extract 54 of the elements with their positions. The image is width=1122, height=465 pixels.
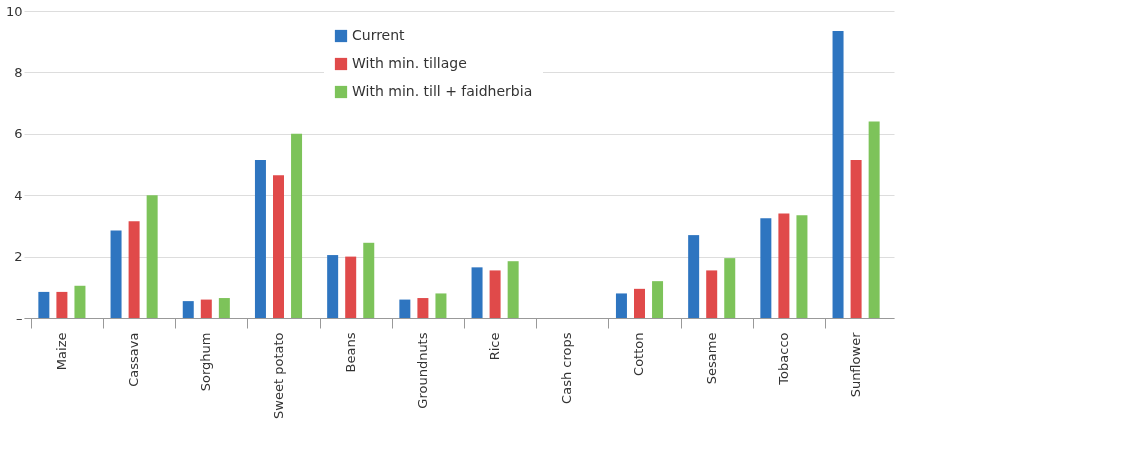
y-tick-label: 4 [14,187,23,203]
x-tick-label: Rice [487,332,503,361]
bar [417,298,429,318]
bar [868,121,880,318]
bar [796,215,808,318]
bar [110,230,122,318]
bar [634,288,645,318]
x-tick-label: Sunflower [848,331,864,398]
x-tick-label: Beans [342,332,358,373]
x-tick-label: Cotton [631,332,647,376]
bar [652,281,664,318]
bar [254,159,266,318]
x-tick-label: Sweet potato [270,332,286,419]
bar [507,261,519,318]
bar [850,159,862,318]
y-tick-label: 6 [14,126,23,142]
bar [56,291,68,318]
x-tick-label: Cash crops [559,332,575,404]
bar [688,235,700,318]
bar [724,258,736,318]
legend-label: With min. tillage [352,55,467,71]
y-tick-label: – [16,310,23,326]
x-tick-label: Maize [53,332,69,371]
bar [363,242,375,318]
y-tick-label: 2 [14,249,23,265]
bar [706,270,718,318]
bar [327,255,339,318]
x-tick-label: Sorghum [198,332,214,392]
bar [38,291,50,318]
bar [345,256,357,318]
bar [778,213,790,318]
y-tick-label: 10 [5,3,23,19]
x-tick-label: Sesame [703,332,719,385]
bar [273,175,284,318]
y-tick-label: 8 [14,64,23,80]
x-tick-label: Cassava [126,332,142,387]
legend-label: With min. till + faidherbia [352,83,533,99]
bar [291,133,303,318]
bar [435,293,447,318]
bar [182,301,194,318]
bar [74,285,86,318]
bar [471,267,483,318]
x-tick-label: Groundnuts [414,332,430,409]
bar [615,293,627,318]
legend-label: Current [352,27,406,43]
bar [128,221,140,318]
bar [146,195,158,318]
bar [760,218,772,318]
bar [489,270,501,318]
bar [200,299,212,318]
bar [399,299,411,318]
x-tick-label: Tobacco [775,332,791,386]
bar [218,298,230,318]
bar [832,30,844,318]
